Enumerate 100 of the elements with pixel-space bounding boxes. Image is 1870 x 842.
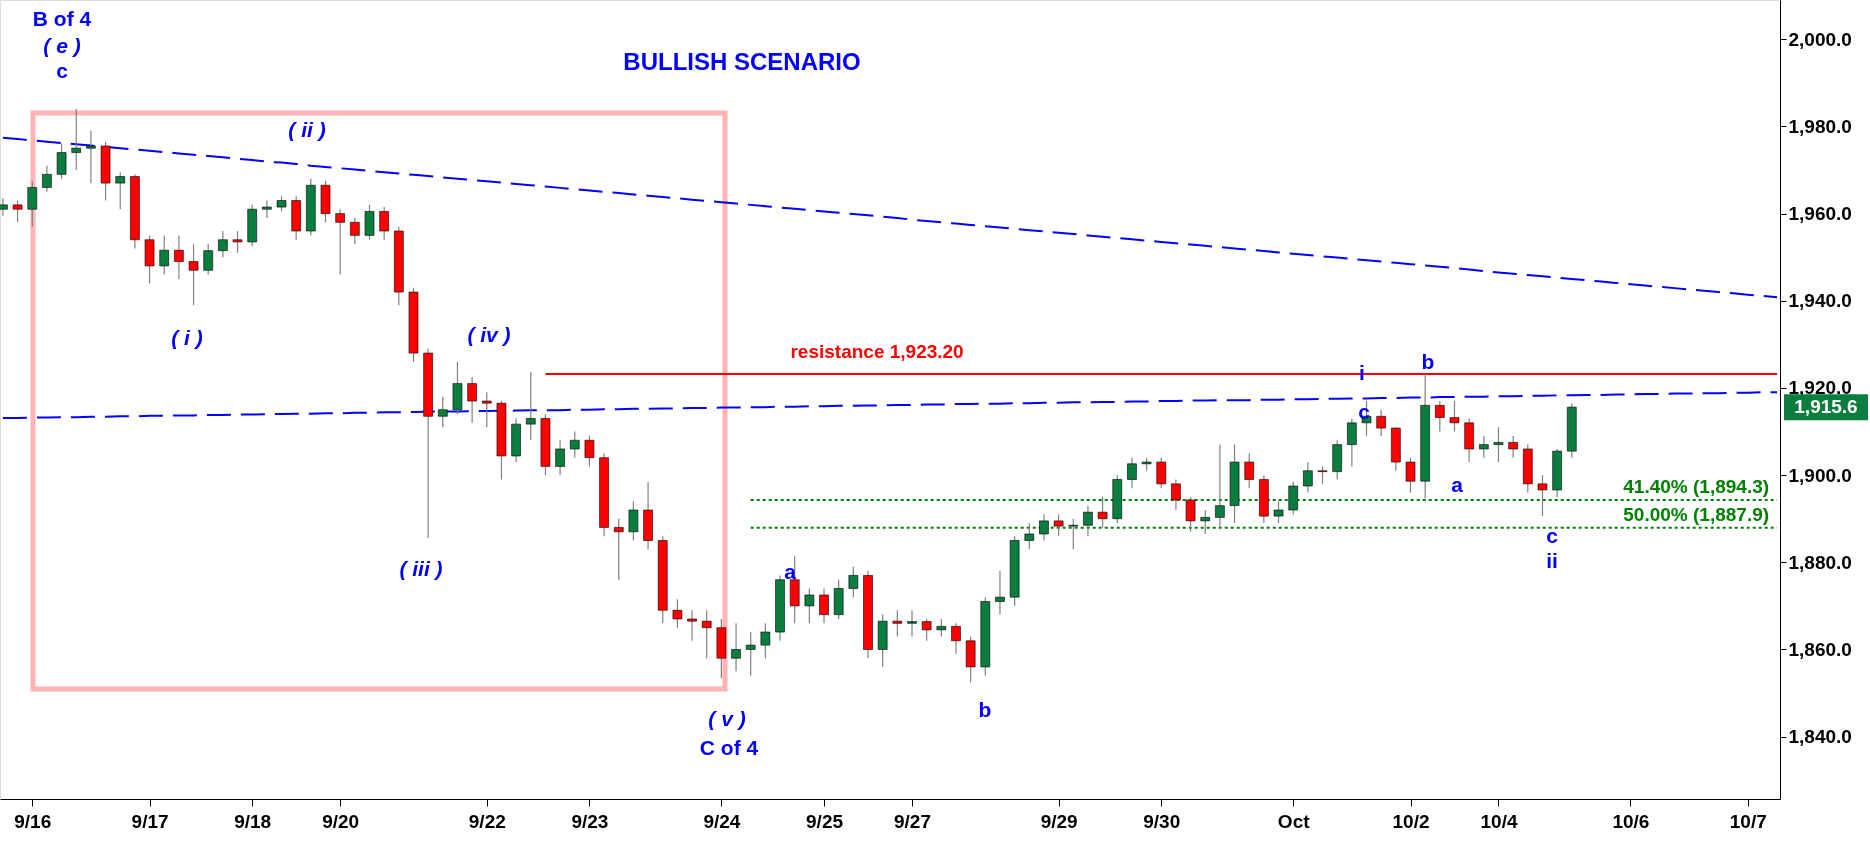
y-tick-label: 1,940.0 (1788, 290, 1852, 312)
x-tick-label: 9/27 (894, 810, 931, 832)
candlestick (569, 430, 580, 459)
candlestick (907, 609, 917, 638)
candlestick (12, 199, 23, 223)
candlestick (1508, 435, 1518, 459)
candlestick (188, 243, 199, 306)
candlestick (687, 609, 697, 642)
candlestick (760, 622, 771, 659)
candlestick (379, 206, 389, 241)
candlestick (1127, 457, 1137, 489)
candlestick (174, 234, 184, 280)
x-tick-label: 9/30 (1143, 810, 1181, 832)
candlestick (1171, 478, 1181, 511)
series-label: resistance 1,923.20 (790, 341, 964, 362)
annotation: b (1421, 350, 1435, 373)
candlestick (1347, 417, 1357, 468)
x-tick-label: 9/24 (703, 810, 741, 832)
candlestick (1039, 513, 1049, 542)
candlestick (86, 130, 96, 184)
candlestick (1537, 474, 1548, 517)
line-series (1, 391, 1779, 420)
annotation: ( v ) (708, 707, 746, 730)
x-tick-label: 9/20 (322, 810, 360, 832)
candlestick (995, 570, 1005, 616)
x-tick-label: 10/6 (1612, 810, 1650, 832)
candlestick (848, 566, 859, 598)
candlestick (1156, 457, 1167, 489)
candlestick (232, 230, 243, 254)
annotation: c (1546, 524, 1559, 547)
x-tick-label: 9/25 (806, 810, 844, 832)
y-tick-label: 1,960.0 (1788, 203, 1852, 225)
candlestick (672, 598, 683, 629)
candlestick (951, 622, 961, 655)
y-tick-label: 1,860.0 (1788, 638, 1852, 660)
y-tick-label: 1,840.0 (1788, 726, 1852, 748)
candlestick (262, 199, 272, 219)
candlestick (745, 631, 756, 677)
candlestick (1288, 481, 1299, 515)
x-tick-label: 10/4 (1480, 810, 1518, 832)
candlestick (467, 376, 477, 424)
candlestick (42, 165, 52, 193)
candlestick (1405, 457, 1416, 494)
text: BULLISH SCENARIO (623, 48, 861, 75)
candlestick (364, 204, 375, 241)
candlestick (525, 371, 536, 441)
y-tick-label: 1,880.0 (1788, 551, 1852, 573)
annotation: b (978, 698, 992, 721)
candlestick (1068, 518, 1079, 550)
annotation: B of 4 (32, 7, 92, 30)
text: 1,915.6 (1794, 396, 1858, 418)
candlestick (921, 618, 932, 642)
candlestick (613, 518, 624, 581)
y-tick-label: 1,980.0 (1788, 115, 1852, 137)
candlestick (1303, 461, 1313, 494)
candlestick (1083, 505, 1093, 537)
annotation: ( i ) (171, 326, 203, 349)
candlestick (115, 171, 126, 210)
candlestick (1376, 409, 1386, 437)
candlestick (27, 180, 38, 228)
candlestick (1435, 400, 1445, 433)
candlestick (218, 230, 228, 258)
x-tick-label: 9/17 (131, 810, 169, 832)
candlestick (1024, 522, 1035, 550)
candlestick (1200, 509, 1211, 535)
candlestick (819, 587, 829, 624)
candlestick (1479, 435, 1489, 459)
annotation: i (1359, 361, 1365, 384)
x-tick-label: 9/29 (1040, 810, 1078, 832)
y-tick-label: 1,920.0 (1788, 377, 1852, 399)
candlestick (350, 217, 360, 245)
candlestick (1185, 496, 1196, 533)
annotation: ( e ) (43, 34, 81, 57)
candlestick (438, 396, 448, 428)
candlestick (584, 435, 595, 468)
annotation: ( ii ) (288, 118, 326, 141)
series-label: 50.00% (1,887.9) (1623, 503, 1770, 525)
candlestick (804, 587, 815, 624)
candlestick (1493, 426, 1504, 463)
x-tick-label: 9/18 (234, 810, 272, 832)
candlestick (56, 143, 67, 180)
candlestick (701, 609, 712, 659)
candlestick (1244, 452, 1255, 489)
candlestick (628, 500, 639, 542)
x-tick-label: 9/23 (571, 810, 609, 832)
annotation: ii (1546, 549, 1558, 572)
candlestick (731, 622, 741, 672)
candlestick (1449, 400, 1460, 433)
x-tick-label: 9/22 (468, 810, 506, 832)
candlestick (335, 208, 345, 276)
x-tick-label: 10/2 (1392, 810, 1430, 832)
y-tick-label: 1,900.0 (1788, 464, 1852, 486)
series-label: 41.40% (1,894.3) (1623, 475, 1770, 497)
candlestick (1097, 496, 1108, 529)
candlestick (1053, 513, 1064, 537)
x-tick-label: 9/16 (14, 810, 52, 832)
x-tick-label: Oct (1277, 810, 1311, 832)
candlestick (1215, 444, 1225, 529)
candlestick (203, 243, 213, 276)
annotation: ( iv ) (467, 323, 511, 346)
